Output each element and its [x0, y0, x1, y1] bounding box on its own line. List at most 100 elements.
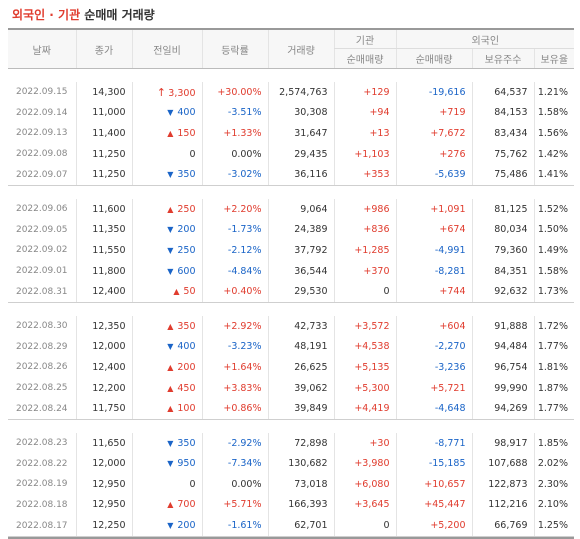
cell-foreign-ratio: 1.58% — [533, 260, 575, 282]
cell-volume: 36,116 — [267, 164, 334, 186]
cell-inst-net: +353 — [333, 164, 396, 186]
triangle-up-icon: ▲ — [167, 362, 174, 372]
cell-date: 2022.09.14 — [15, 107, 68, 118]
triangle-down-icon: ▼ — [167, 266, 174, 276]
table-row: 2022.09.06 11,600 ▲ 250 +2.20% 9,064 +986 +1,09… — [8, 198, 575, 220]
cell-foreign-ratio: 2.02% — [533, 453, 575, 475]
table-body: 2022.09.15 14,300 ↑ 3,300 +30.00% 2,574,763 +1… — [8, 69, 575, 539]
cell-foreign-ratio: 1.56% — [533, 123, 575, 144]
panel-title-rest: 순매매 거래량 — [80, 8, 155, 22]
cell-foreign-net: -4,648 — [395, 398, 472, 420]
cell-volume: 39,849 — [267, 398, 334, 420]
cell-foreign-ratio: 1.42% — [533, 143, 575, 165]
cell-rate: +2.20% — [201, 198, 268, 220]
group-spacer — [8, 419, 574, 433]
cell-volume: 29,530 — [267, 281, 334, 303]
cell-change-value: 200 — [177, 520, 196, 532]
table-row: 2022.09.07 11,250 ▼ 350 -3.02% 36,116 +353 -5,6… — [8, 164, 575, 186]
cell-change: ▼ 400 — [131, 102, 202, 124]
cell-inst-net: +370 — [333, 260, 396, 282]
header-foreign-net: 순매매량 — [395, 48, 472, 69]
header-volume: 거래량 — [267, 29, 334, 69]
table-row: 2022.08.17 12,250 ▼ 200 -1.61% 62,701 0 +5,200 6… — [8, 515, 575, 537]
triangle-down-icon: ▼ — [167, 245, 174, 255]
cell-change: ▼ 200 — [131, 219, 202, 241]
cell-foreign-net: -5,639 — [395, 164, 472, 186]
cell-close: 12,400 — [75, 281, 132, 303]
group-spacer-cell — [8, 69, 574, 83]
cell-foreign-hold: 84,351 — [471, 260, 534, 282]
cell-close: 11,750 — [75, 398, 132, 420]
table-row: 2022.09.15 14,300 ↑ 3,300 +30.00% 2,574,763 +1… — [8, 82, 575, 103]
cell-foreign-hold: 98,917 — [471, 432, 534, 454]
table-row: 2022.08.25 12,200 ▲ 450 +3.83% 39,062 +5,300 +5… — [8, 377, 575, 399]
header-inst-net: 순매매량 — [333, 48, 396, 69]
header-foreign-ratio: 보유율 — [533, 48, 575, 69]
panel-title-highlight: 외국인 · 기관 — [12, 8, 81, 22]
header-institution: 기관 — [333, 29, 396, 49]
table-row: 2022.08.30 12,350 ▲ 350 +2.92% 42,733 +3,572 +6… — [8, 315, 575, 337]
table-row: 2022.08.19 12,950 0 0.00% 73,018 +6,080 +10,65… — [8, 474, 575, 495]
cell-foreign-ratio: 1.50% — [533, 219, 575, 241]
cell-change-value: 0 — [189, 478, 196, 490]
cell-change: ↑ 3,300 — [131, 82, 202, 103]
cell-change-value: 250 — [177, 203, 196, 215]
cell-volume: 62,701 — [267, 515, 334, 537]
cell-inst-net: +30 — [333, 432, 396, 454]
cell-close: 12,350 — [75, 315, 132, 337]
cell-foreign-ratio: 2.10% — [533, 494, 575, 516]
triangle-down-icon: ▼ — [167, 459, 174, 469]
cell-close: 12,250 — [75, 515, 132, 537]
cell-foreign-ratio: 1.73% — [533, 281, 575, 303]
cell-close: 12,200 — [75, 377, 132, 399]
cell-change: ▼ 400 — [131, 336, 202, 358]
group-spacer — [8, 302, 574, 316]
group-spacer — [8, 185, 574, 199]
triangle-down-icon: ▼ — [167, 521, 174, 531]
cell-foreign-hold: 75,486 — [471, 164, 534, 186]
cell-foreign-hold: 79,360 — [471, 240, 534, 261]
panel-title: 외국인 · 기관 순매매 거래량 — [12, 6, 572, 24]
cell-change: ▼ 600 — [131, 260, 202, 282]
cell-change-value: 450 — [177, 382, 196, 394]
cell-foreign-hold: 92,632 — [471, 281, 534, 303]
table-bottom-border — [8, 536, 575, 539]
cell-volume: 130,682 — [267, 453, 334, 475]
cell-foreign-net: +674 — [395, 219, 472, 241]
table-row: 2022.09.01 11,800 ▼ 600 -4.84% 36,544 +370 -8,2… — [8, 260, 575, 282]
table-row: 2022.08.18 12,950 ▲ 700 +5.71% 166,393 +3,645 +… — [8, 494, 575, 516]
cell-close: 12,000 — [75, 453, 132, 475]
cell-volume: 9,064 — [267, 198, 334, 220]
cell-rate: -4.84% — [201, 260, 268, 282]
group-spacer-cell — [8, 185, 574, 199]
table-row: 2022.09.02 11,550 ▼ 250 -2.12% 37,792 +1,285 -4… — [8, 240, 575, 261]
cell-rate: +0.40% — [201, 281, 268, 303]
cell-change-value: 250 — [177, 244, 196, 256]
cell-foreign-hold: 112,216 — [471, 494, 534, 516]
cell-foreign-hold: 122,873 — [471, 474, 534, 495]
cell-foreign-hold: 81,125 — [471, 198, 534, 220]
cell-change: ▲ 150 — [131, 123, 202, 144]
cell-change: ▼ 200 — [131, 515, 202, 537]
cell-date: 2022.09.05 — [15, 224, 68, 235]
cell-volume: 29,435 — [267, 143, 334, 165]
cell-foreign-ratio: 1.87% — [533, 377, 575, 399]
cell-foreign-hold: 75,762 — [471, 143, 534, 165]
cell-change-value: 200 — [177, 224, 196, 236]
cell-volume: 24,389 — [267, 219, 334, 241]
table-row: 2022.08.31 12,400 ▲ 50 +0.40% 29,530 0 +744 92,6… — [8, 281, 575, 303]
table-row: 2022.09.05 11,350 ▼ 200 -1.73% 24,389 +836 +674… — [8, 219, 575, 241]
cell-volume: 166,393 — [267, 494, 334, 516]
cell-volume: 73,018 — [267, 474, 334, 495]
cell-change-value: 350 — [177, 437, 196, 449]
cell-foreign-hold: 80,034 — [471, 219, 534, 241]
cell-rate: -3.23% — [201, 336, 268, 358]
header-foreign: 외국인 — [395, 29, 575, 49]
cell-foreign-ratio: 2.30% — [533, 474, 575, 495]
cell-inst-net: 0 — [333, 281, 396, 303]
arrow-upper-limit-icon: ↑ — [156, 85, 166, 99]
cell-foreign-hold: 84,153 — [471, 102, 534, 124]
cell-foreign-net: -3,236 — [395, 357, 472, 378]
cell-change-value: 350 — [177, 320, 196, 332]
cell-rate: -3.51% — [201, 102, 268, 124]
